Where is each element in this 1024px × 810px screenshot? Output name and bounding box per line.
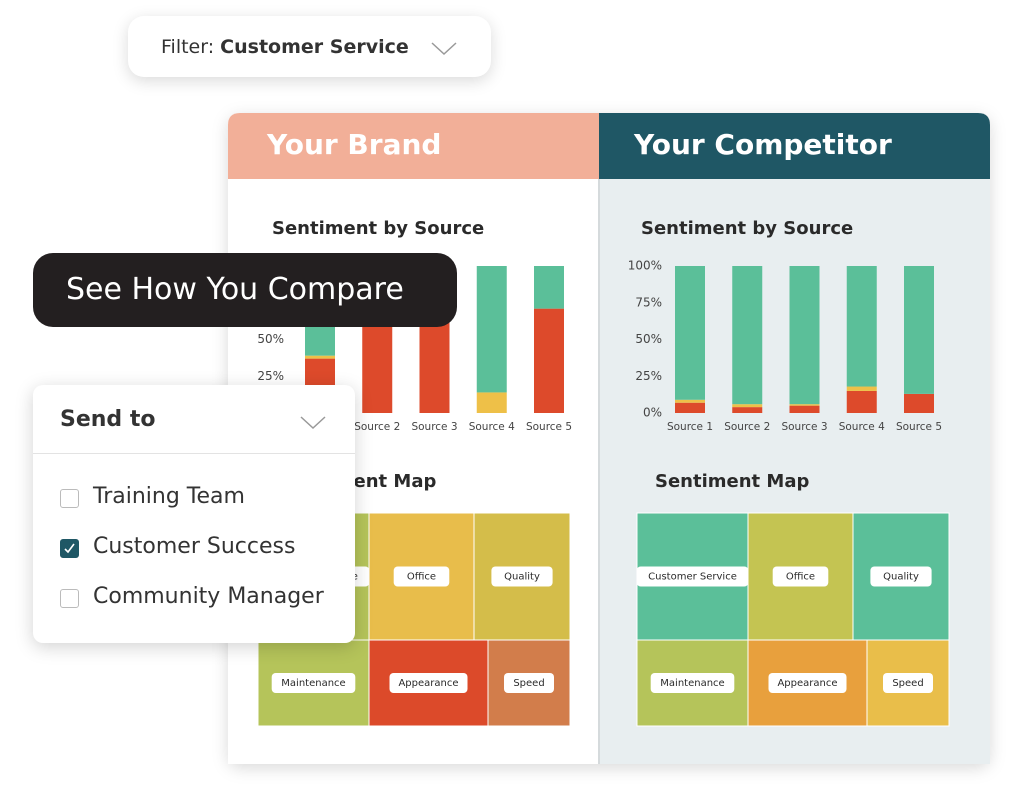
filter-value: Customer Service bbox=[220, 36, 409, 58]
x-tick-label: Source 2 bbox=[724, 421, 770, 433]
x-tick-label: Source 1 bbox=[667, 421, 713, 433]
panel-title: Your Competitor bbox=[633, 128, 892, 161]
checkbox[interactable] bbox=[60, 489, 79, 508]
chevron bbox=[300, 416, 326, 430]
map-cell-tag bbox=[393, 566, 450, 587]
bar-segment bbox=[732, 404, 763, 408]
bar-segment bbox=[476, 266, 507, 393]
bar-segment bbox=[904, 393, 934, 413]
panel-header bbox=[228, 113, 599, 179]
y-tick-label: 25% bbox=[257, 369, 284, 383]
x-tick-label: Source 4 bbox=[469, 421, 515, 433]
map-cell-label: Maintenance bbox=[281, 678, 345, 689]
y-tick-label: 100% bbox=[628, 259, 662, 273]
chevron bbox=[431, 42, 457, 56]
map-cell-label: Office bbox=[786, 572, 815, 583]
map-cell-label: Appearance bbox=[398, 678, 458, 689]
check bbox=[64, 543, 75, 554]
bar-segment bbox=[476, 392, 507, 413]
send-to-title: Send to bbox=[60, 407, 156, 432]
map-cell-label: Customer Service bbox=[648, 572, 737, 583]
bar-segment bbox=[846, 266, 877, 387]
x-tick-label: Source 2 bbox=[354, 421, 400, 433]
callout: See How You Compare bbox=[33, 253, 457, 327]
map-cell-tag bbox=[772, 566, 829, 587]
divider bbox=[33, 453, 355, 454]
bar-segment bbox=[789, 266, 820, 405]
y-tick-label: 50% bbox=[257, 332, 284, 346]
map-cell-tag bbox=[504, 673, 554, 693]
bar-segment bbox=[904, 266, 934, 394]
map-cell-tag bbox=[650, 673, 735, 693]
panel-title: Your Brand bbox=[266, 128, 441, 161]
bar-segment bbox=[675, 402, 705, 413]
checkbox[interactable] bbox=[60, 539, 79, 558]
filter-text: Filter: Customer Service bbox=[161, 36, 409, 58]
map-cell-tag bbox=[636, 566, 749, 587]
map-cell-label: Speed bbox=[892, 678, 923, 689]
bar-segment bbox=[534, 266, 564, 309]
option-label: Customer Success bbox=[93, 534, 296, 559]
y-tick-label: 75% bbox=[635, 295, 662, 309]
bar-segment bbox=[732, 407, 763, 413]
bar-segment bbox=[789, 405, 820, 413]
filter-dropdown[interactable]: Filter: Customer Service bbox=[128, 16, 491, 77]
bar-segment bbox=[534, 308, 564, 413]
x-tick-label: Source 3 bbox=[781, 421, 827, 433]
x-tick-label: Source 5 bbox=[526, 421, 572, 433]
bar-segment bbox=[305, 355, 335, 359]
chart-title: Sentiment by Source bbox=[272, 218, 484, 239]
x-tick-label: Source 3 bbox=[411, 421, 457, 433]
map-cell-tag bbox=[883, 673, 933, 693]
bar-segment bbox=[675, 266, 705, 400]
y-tick-label: 25% bbox=[635, 369, 662, 383]
panel-header bbox=[599, 113, 990, 179]
bar-segment bbox=[675, 399, 705, 403]
bar-segment bbox=[732, 266, 763, 405]
y-tick-label: 50% bbox=[635, 332, 662, 346]
chart-title: Sentiment by Source bbox=[641, 218, 853, 239]
bar-segment bbox=[846, 390, 877, 413]
map-cell-label: Appearance bbox=[777, 678, 837, 689]
map-cell-tag bbox=[491, 566, 553, 587]
y-tick-label: 0% bbox=[643, 406, 662, 420]
map-cell-label: Speed bbox=[513, 678, 544, 689]
option-label: Training Team bbox=[93, 484, 245, 509]
map-cell-label: Quality bbox=[883, 572, 919, 583]
send-to-dropdown[interactable]: Send to Training Team Customer Success Com… bbox=[33, 385, 355, 643]
map-cell-label: Office bbox=[407, 572, 436, 583]
map-cell-label: Maintenance bbox=[660, 678, 724, 689]
filter-label: Filter: bbox=[161, 36, 215, 58]
map-title: Sentiment Map bbox=[655, 471, 809, 492]
map-cell-tag bbox=[870, 566, 932, 587]
map-cell-label: Quality bbox=[504, 572, 540, 583]
x-tick-label: Source 5 bbox=[896, 421, 942, 433]
map-cell-tag bbox=[768, 673, 847, 693]
x-tick-label: Source 4 bbox=[839, 421, 885, 433]
checkbox[interactable] bbox=[60, 589, 79, 608]
map-cell-tag bbox=[389, 673, 468, 693]
map-cell-tag bbox=[271, 673, 356, 693]
option-label: Community Manager bbox=[93, 584, 324, 609]
bar-segment bbox=[789, 404, 820, 406]
bar-segment bbox=[846, 386, 877, 391]
